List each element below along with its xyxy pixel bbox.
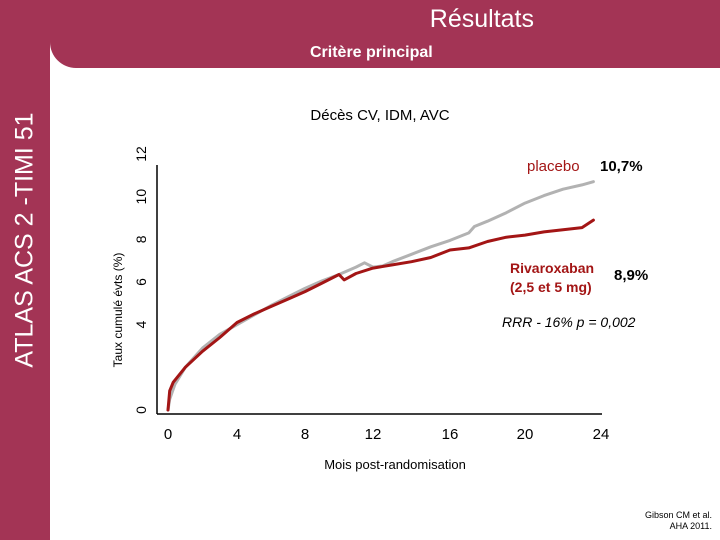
citation-line-2: AHA 2011. [669, 521, 712, 531]
header-bar: Résultats [0, 0, 720, 42]
series-label-rivaroxaban: Rivaroxaban (2,5 et 5 mg) [510, 260, 598, 295]
series-label-placebo: placebo [527, 158, 580, 175]
end-label-rivaroxaban: 8,9% [614, 267, 648, 284]
x-tick-label: 20 [517, 426, 534, 443]
y-tick-label: 0 [133, 406, 149, 414]
y-tick-label: 8 [133, 235, 149, 243]
x-tick-label: 24 [593, 426, 610, 443]
y-tick-label: 4 [133, 321, 149, 329]
y-tick-label: 6 [133, 278, 149, 286]
sidebar: ATLAS ACS 2 -TIMI 51 [0, 0, 50, 540]
x-axis-label: Mois post-randomisation [324, 457, 466, 472]
y-tick-label: 12 [133, 146, 149, 162]
x-tick-label: 16 [442, 426, 459, 443]
x-tick-label: 12 [365, 426, 382, 443]
series-line-placebo [166, 180, 595, 412]
y-tick-label: 10 [133, 189, 149, 205]
citation: Gibson CM et al. AHA 2011. [628, 510, 712, 532]
rrr-annotation: RRR - 16% p = 0,002 [502, 314, 636, 330]
page-title: Résultats [429, 5, 534, 33]
subheader-title: Critère principal [310, 44, 433, 61]
x-tick-label: 4 [233, 426, 241, 443]
x-tick-label: 0 [164, 426, 172, 443]
citation-line-1: Gibson CM et al. [644, 510, 712, 520]
end-label-placebo: 10,7% [600, 158, 643, 175]
y-axis-label: Taux cumulé évts (%) [111, 253, 125, 368]
subheader-bar: Critère principal [50, 42, 720, 68]
series-line-rivaroxaban [166, 218, 595, 412]
x-tick-label: 8 [301, 426, 309, 443]
chart-title: Décès CV, IDM, AVC [310, 107, 449, 124]
